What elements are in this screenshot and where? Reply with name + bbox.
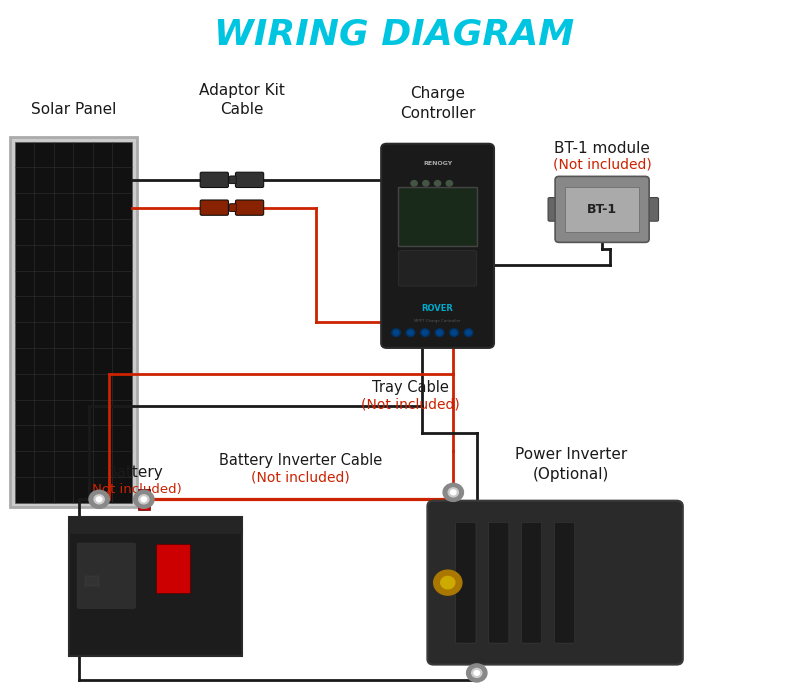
Text: MPPT Charge Controller: MPPT Charge Controller [414,318,461,323]
Circle shape [474,671,480,676]
FancyBboxPatch shape [488,522,509,643]
Text: RENOGY: RENOGY [423,162,452,167]
FancyBboxPatch shape [381,144,494,348]
FancyBboxPatch shape [9,137,136,507]
Circle shape [447,181,452,186]
FancyBboxPatch shape [455,522,476,643]
Text: WIRING DIAGRAM: WIRING DIAGRAM [215,17,574,51]
Circle shape [443,483,463,501]
Circle shape [423,181,429,186]
Circle shape [411,181,417,186]
FancyBboxPatch shape [428,500,682,664]
FancyBboxPatch shape [555,176,649,242]
Circle shape [394,330,398,335]
FancyBboxPatch shape [230,204,237,211]
Circle shape [94,495,104,504]
Circle shape [434,570,462,595]
Text: Solar Panel: Solar Panel [31,102,116,118]
FancyBboxPatch shape [137,489,150,510]
Circle shape [139,495,149,504]
Text: BT-1 module: BT-1 module [554,141,650,155]
Circle shape [435,181,441,186]
Text: Power Inverter
(Optional): Power Inverter (Optional) [514,447,627,482]
Circle shape [133,490,154,508]
Circle shape [451,330,457,335]
FancyBboxPatch shape [645,197,659,221]
FancyBboxPatch shape [229,204,236,211]
FancyBboxPatch shape [69,517,241,534]
Circle shape [448,488,458,497]
Circle shape [450,329,458,337]
Text: Tray Cable: Tray Cable [372,380,449,395]
Text: BT-1: BT-1 [587,203,617,216]
Text: (Not included): (Not included) [87,483,181,496]
FancyBboxPatch shape [230,176,237,183]
FancyBboxPatch shape [77,543,136,608]
FancyBboxPatch shape [398,187,477,246]
FancyBboxPatch shape [555,522,574,643]
FancyBboxPatch shape [69,517,241,656]
Circle shape [421,329,429,337]
Circle shape [408,330,413,335]
FancyBboxPatch shape [522,522,542,643]
Text: Charge
Controller: Charge Controller [400,86,475,121]
FancyBboxPatch shape [229,176,236,183]
FancyBboxPatch shape [398,251,477,286]
FancyBboxPatch shape [200,172,228,188]
Circle shape [466,664,487,682]
Text: Adaptor Kit
Cable: Adaptor Kit Cable [199,83,285,118]
Text: ROVER: ROVER [421,304,454,313]
Circle shape [96,497,102,502]
Circle shape [406,329,415,337]
FancyBboxPatch shape [548,197,562,221]
Text: Battery: Battery [106,465,163,480]
Circle shape [392,329,400,337]
Circle shape [89,490,110,508]
FancyBboxPatch shape [85,575,99,586]
Circle shape [441,576,454,589]
Circle shape [464,329,473,337]
Circle shape [472,668,482,678]
Text: (Not included): (Not included) [553,158,652,172]
Circle shape [422,330,428,335]
Circle shape [466,330,471,335]
Circle shape [436,329,444,337]
Text: (Not included): (Not included) [361,397,459,411]
FancyBboxPatch shape [200,200,228,216]
FancyBboxPatch shape [565,187,639,232]
FancyBboxPatch shape [235,200,264,216]
FancyBboxPatch shape [14,141,132,503]
Circle shape [141,497,147,502]
FancyBboxPatch shape [235,172,264,188]
Text: Battery Inverter Cable: Battery Inverter Cable [219,453,382,468]
Circle shape [437,330,443,335]
Text: (Not included): (Not included) [251,470,350,484]
Circle shape [451,490,456,495]
FancyBboxPatch shape [155,545,190,593]
